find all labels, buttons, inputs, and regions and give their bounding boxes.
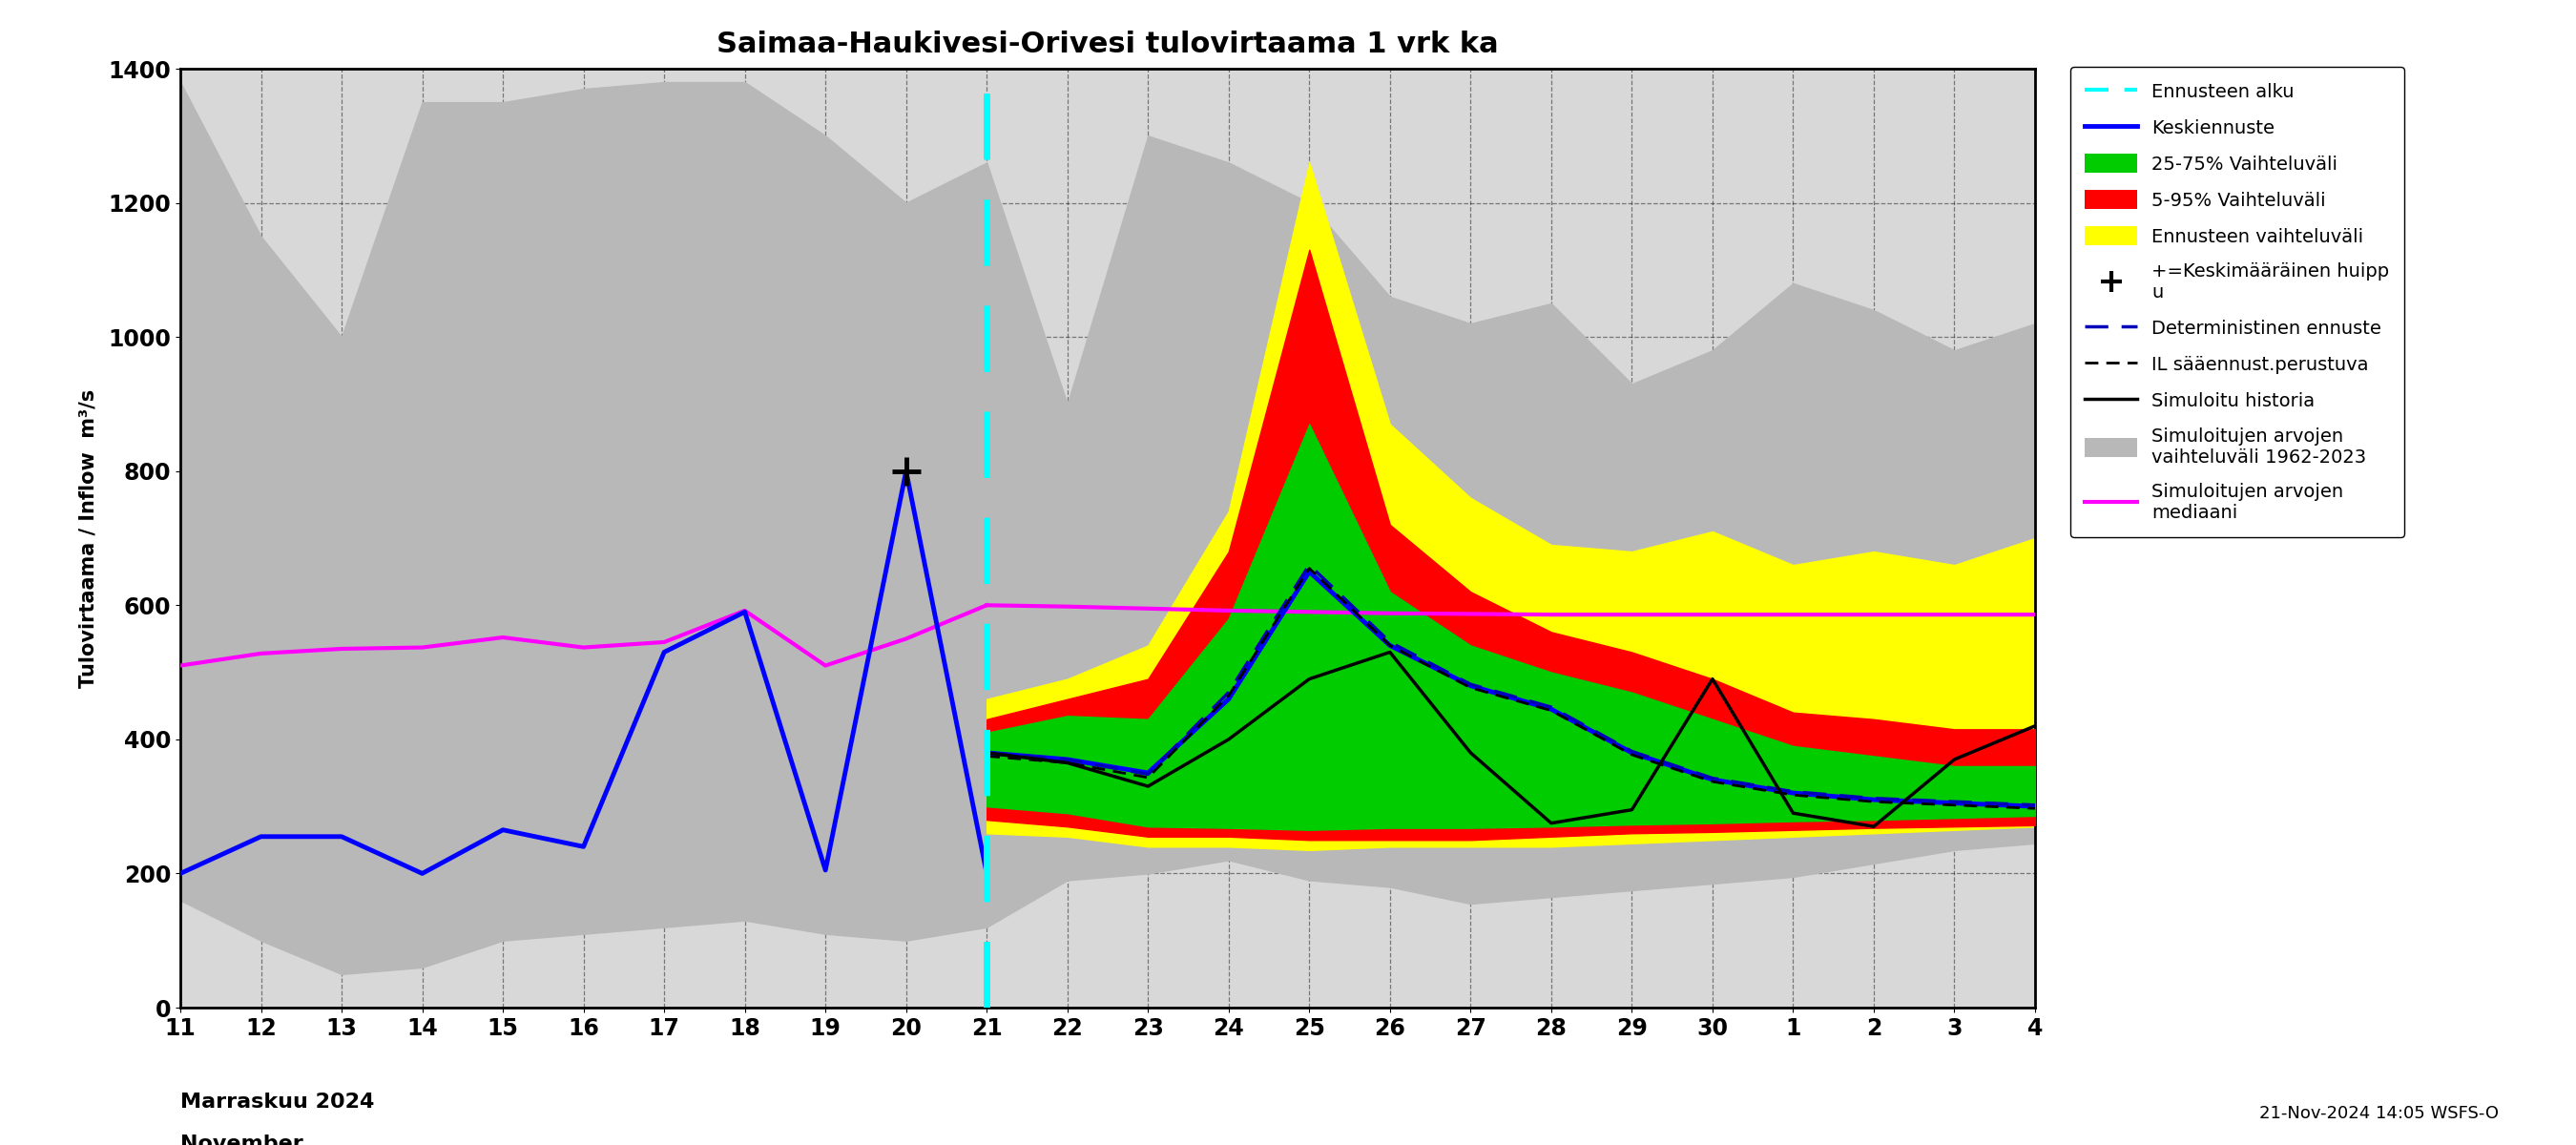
Text: 21-Nov-2024 14:05 WSFS-O: 21-Nov-2024 14:05 WSFS-O <box>2259 1105 2499 1122</box>
Legend: Ennusteen alku, Keskiennuste, 25-75% Vaihteluväli, 5-95% Vaihteluväli, Ennusteen: Ennusteen alku, Keskiennuste, 25-75% Vai… <box>2071 66 2403 537</box>
Y-axis label: Tulovirtaama / Inflow  m³/s: Tulovirtaama / Inflow m³/s <box>77 388 98 688</box>
Text: November: November <box>180 1135 304 1145</box>
Text: Marraskuu 2024: Marraskuu 2024 <box>180 1092 374 1111</box>
Title: Saimaa-Haukivesi-Orivesi tulovirtaama 1 vrk ka: Saimaa-Haukivesi-Orivesi tulovirtaama 1 … <box>716 31 1499 58</box>
